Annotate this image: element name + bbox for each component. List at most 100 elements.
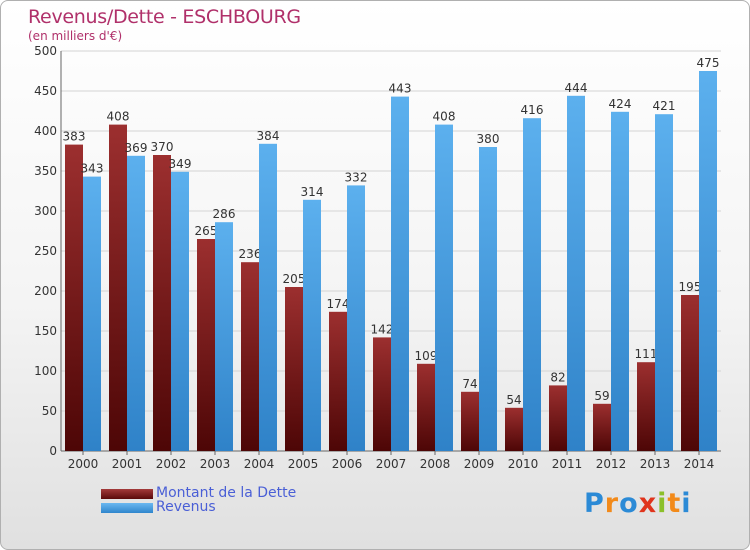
bar-dette-2008: [417, 363, 435, 451]
x-tick-label-2011: 2011: [552, 457, 583, 471]
bar-dette-2004: [241, 262, 259, 451]
bar-revenus-2001: [127, 155, 145, 452]
data-label-dette-2006: 174: [327, 297, 350, 311]
bar-revenus-2014: [699, 71, 717, 451]
bar-revenus-2003: [215, 222, 233, 451]
x-tick-label-2007: 2007: [376, 457, 407, 471]
data-label-dette-2003: 265: [195, 224, 218, 238]
data-label-dette-2000: 383: [63, 130, 86, 144]
data-label-revenus-2000: 343: [81, 162, 104, 176]
bar-dette-2010: [505, 407, 523, 451]
bar-dette-2014: [681, 295, 699, 451]
bar-dette-2012: [593, 403, 611, 451]
data-label-dette-2004: 236: [239, 247, 262, 261]
proxiti-logo: Proxiti: [584, 488, 692, 519]
data-label-dette-2009: 74: [462, 377, 477, 391]
legend-swatch-revenus: [101, 503, 153, 513]
x-tick-label-2003: 2003: [200, 457, 231, 471]
x-tick-label-2013: 2013: [640, 457, 671, 471]
bar-revenus-2009: [479, 147, 497, 451]
x-tick-label-2002: 2002: [156, 457, 187, 471]
data-label-revenus-2005: 314: [301, 185, 324, 199]
logo-letter: P: [584, 488, 605, 519]
bar-dette-2011: [549, 385, 567, 451]
bar-dette-2001: [109, 124, 127, 451]
data-label-revenus-2004: 384: [257, 129, 280, 143]
x-tick-label-2001: 2001: [112, 457, 143, 471]
bar-dette-2009: [461, 391, 479, 451]
y-tick-label-300: 300: [34, 204, 57, 218]
x-tick-label-2012: 2012: [596, 457, 627, 471]
bar-revenus-2006: [347, 185, 365, 451]
y-tick-label-100: 100: [34, 364, 57, 378]
bar-revenus-2002: [171, 171, 189, 452]
data-label-revenus-2010: 416: [521, 103, 544, 117]
x-tick-label-2000: 2000: [68, 457, 99, 471]
bar-dette-2006: [329, 311, 347, 451]
logo-letter: r: [604, 488, 620, 519]
y-tick-label-450: 450: [34, 84, 57, 98]
x-tick-label-2009: 2009: [464, 457, 495, 471]
y-tick-label-0: 0: [49, 444, 57, 458]
logo-letter: i: [657, 488, 668, 519]
chart-subtitle: (en milliers d'€): [28, 29, 123, 43]
x-tick-label-2004: 2004: [244, 457, 275, 471]
logo-letter: i: [681, 488, 692, 519]
bar-revenus-2011: [567, 95, 585, 452]
data-label-dette-2005: 205: [283, 272, 306, 286]
data-label-dette-2008: 109: [415, 349, 438, 363]
bar-revenus-2008: [435, 124, 453, 451]
bar-dette-2000: [65, 144, 83, 451]
bar-dette-2002: [153, 155, 171, 451]
data-label-revenus-2008: 408: [433, 110, 456, 124]
x-tick-label-2008: 2008: [420, 457, 451, 471]
data-label-dette-2007: 142: [371, 322, 394, 336]
data-label-dette-2011: 82: [550, 370, 565, 384]
bar-revenus-2012: [611, 111, 629, 452]
x-tick-label-2014: 2014: [684, 457, 715, 471]
bar-dette-2003: [197, 239, 215, 451]
y-tick-label-400: 400: [34, 124, 57, 138]
y-tick-label-50: 50: [42, 404, 57, 418]
bar-revenus-2010: [523, 118, 541, 451]
data-label-revenus-2002: 349: [169, 157, 192, 171]
data-label-revenus-2014: 475: [697, 56, 720, 70]
legend-swatch-dette: [101, 489, 153, 499]
bar-revenus-2004: [259, 143, 277, 452]
x-tick-label-2010: 2010: [508, 457, 539, 471]
x-tick-label-2006: 2006: [332, 457, 363, 471]
legend-label-revenus: Revenus: [156, 499, 216, 515]
data-label-dette-2014: 195: [679, 280, 702, 294]
chart-title: Revenus/Dette - ESCHBOURG: [28, 6, 301, 28]
data-label-revenus-2011: 444: [565, 81, 588, 95]
bar-dette-2013: [637, 362, 655, 451]
bar-dette-2005: [285, 287, 303, 451]
bar-revenus-2007: [391, 96, 409, 451]
data-label-dette-2012: 59: [594, 389, 609, 403]
y-tick-label-350: 350: [34, 164, 57, 178]
bar-revenus-2005: [303, 199, 321, 451]
data-label-revenus-2001: 369: [125, 141, 148, 155]
bar-dette-2007: [373, 337, 391, 451]
data-label-dette-2013: 111: [635, 347, 658, 361]
data-label-revenus-2007: 443: [389, 82, 412, 96]
data-label-revenus-2009: 380: [477, 132, 500, 146]
y-tick-label-150: 150: [34, 324, 57, 338]
data-label-dette-2002: 370: [151, 140, 174, 154]
logo-letter: o: [619, 488, 639, 519]
data-label-revenus-2013: 421: [653, 99, 676, 113]
logo-letter: x: [638, 488, 658, 519]
data-label-revenus-2012: 424: [609, 97, 632, 111]
y-tick-label-200: 200: [34, 284, 57, 298]
bar-revenus-2000: [83, 176, 101, 451]
y-tick-label-250: 250: [34, 244, 57, 258]
x-tick-label-2005: 2005: [288, 457, 319, 471]
data-label-dette-2010: 54: [506, 393, 521, 407]
y-tick-label-500: 500: [34, 44, 57, 58]
logo-letter: t: [667, 488, 682, 519]
legend-label-dette: Montant de la Dette: [156, 485, 297, 501]
bar-revenus-2013: [655, 114, 673, 451]
data-label-dette-2001: 408: [107, 110, 130, 124]
